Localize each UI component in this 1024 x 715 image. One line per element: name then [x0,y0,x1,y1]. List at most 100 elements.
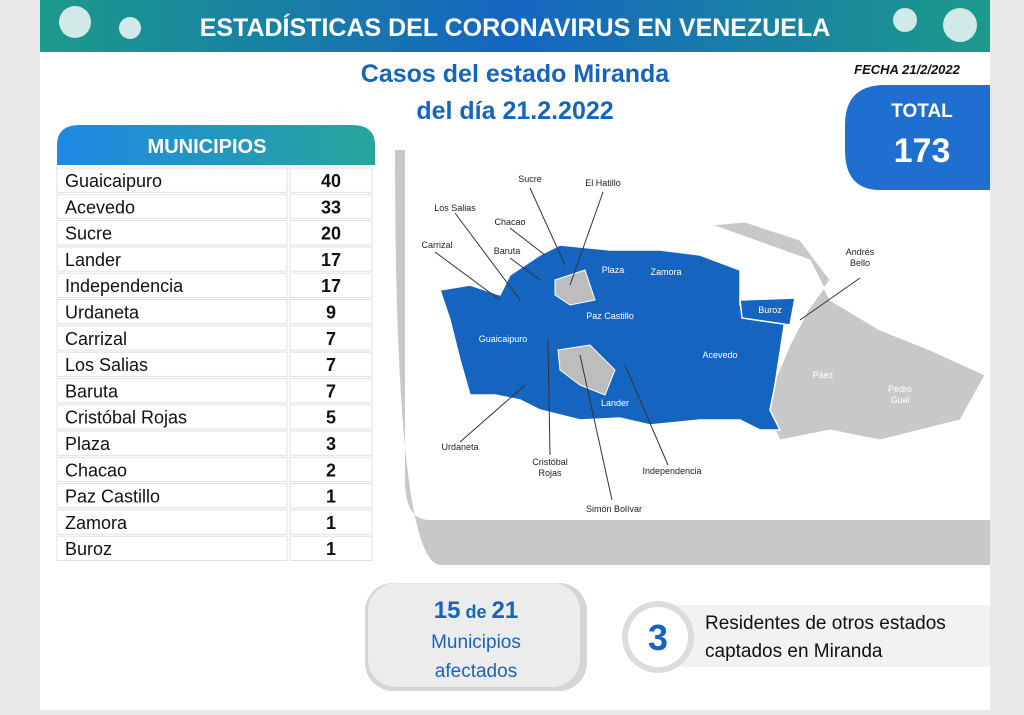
name-cell [56,509,288,535]
value-cell [289,509,373,535]
name-cell [56,272,288,299]
map-label: Andrés Bello [846,247,875,268]
municipio-value: 9 [326,303,336,323]
map-label: Brión [741,250,762,260]
value-cell [289,193,373,220]
affected-count: 15 de 21 [434,597,518,624]
value-cell [289,351,373,377]
total-box [845,85,990,190]
total-value: 173 [894,132,951,170]
map-label: Simón Bolívar [586,504,642,514]
map-label-line: Pedro [888,384,912,394]
value-cell [289,456,373,483]
virus-icon [119,17,141,39]
map-label: Zamora [650,267,681,277]
municipio-name: Urdaneta [65,303,140,323]
municipio-value: 7 [326,329,336,349]
subtitle: Casos del estado Miranda [361,60,671,88]
affected-box [368,583,580,687]
map-label: Plaza [602,265,625,275]
map-label-line: Gual [890,395,909,405]
virus-icon [943,8,977,42]
total-label: TOTAL [891,101,953,122]
name-cell [56,167,288,193]
map-grey [711,221,986,441]
map-label-line: Rojas [538,468,562,478]
residents-box [660,605,990,667]
map-label: Urdaneta [441,442,478,452]
value-cell [289,220,373,246]
residents-line: captados en Miranda [705,641,883,662]
map-label: Paz Castillo [586,311,634,321]
map-label: Baruta [494,246,521,256]
name-cell [56,430,288,456]
municipio-name: Lander [65,250,121,270]
header-title: ESTADÍSTICAS DEL CORONAVIRUS EN VENEZUEL… [200,13,831,42]
value-cell [289,272,373,299]
municipio-value: 33 [321,197,341,217]
name-cell [56,325,288,351]
municipio-name: Los Salias [65,355,148,375]
municipio-name: Zamora [65,513,128,533]
map-simon-bolivar [557,344,616,396]
municipio-name: Sucre [65,224,112,244]
leader-lines [434,187,861,501]
map-frame [395,150,990,565]
map-label: Sucre [518,174,542,184]
affected-line: afectados [435,661,517,682]
municipio-name: Acevedo [65,197,135,217]
name-cell [56,456,288,483]
name-cell [56,299,288,325]
date: FECHA 21/2/2022 [854,62,961,77]
value-cell [289,483,373,509]
residents-circle [628,607,688,667]
map-el-hatillo [554,269,596,306]
municipio-value: 5 [326,408,336,428]
municipio-name: Chacao [65,460,127,480]
name-cell [56,351,288,377]
municipio-name: Independencia [65,276,184,296]
count: 15 [434,597,461,624]
map-label: Carrizal [421,240,452,250]
map-label: Los Salias [434,203,476,213]
municipio-name: Guaicaipuro [65,171,162,191]
map-blue [439,244,786,431]
value-cell [289,325,373,351]
map-label-line: Cristóbal [532,457,568,467]
municipio-value: 20 [321,224,341,244]
affected-line: Municipios [431,632,521,653]
map-label: Pedro Gual [888,384,912,405]
map-label-line: Andrés [846,247,875,257]
value-cell [289,246,373,272]
municipio-value: 1 [326,487,336,507]
map-label: Cristóbal Rojas [532,457,568,478]
name-cell [56,246,288,272]
value-cell [289,535,373,562]
subtitle: del día 21.2.2022 [416,97,613,125]
value-cell [289,377,373,404]
value-cell [289,299,373,325]
map-label: Chacao [494,217,525,227]
municipio-value: 7 [326,355,336,375]
municipio-name: Baruta [65,381,119,401]
name-cell [56,220,288,246]
virus-icon [59,6,91,38]
municipio-name: Plaza [65,434,111,454]
map-label: Páez [813,370,834,380]
table-header [57,125,375,165]
map-label-line: Bello [850,258,870,268]
map-label: Buroz [758,305,782,315]
municipio-name: Carrizal [65,329,127,349]
municipio-value: 1 [326,539,336,559]
value-cell [289,404,373,430]
municipio-name: Buroz [65,539,112,559]
residents-line: Residentes de otros estados [705,613,946,634]
map-buroz [739,297,796,326]
municipio-name: Cristóbal Rojas [65,408,187,428]
municipio-name: Paz Castillo [65,487,160,507]
table-header-text: MUNICIPIOS [148,136,267,158]
residents-value: 3 [648,617,668,658]
name-cell [56,377,288,404]
virus-icon [893,8,917,32]
